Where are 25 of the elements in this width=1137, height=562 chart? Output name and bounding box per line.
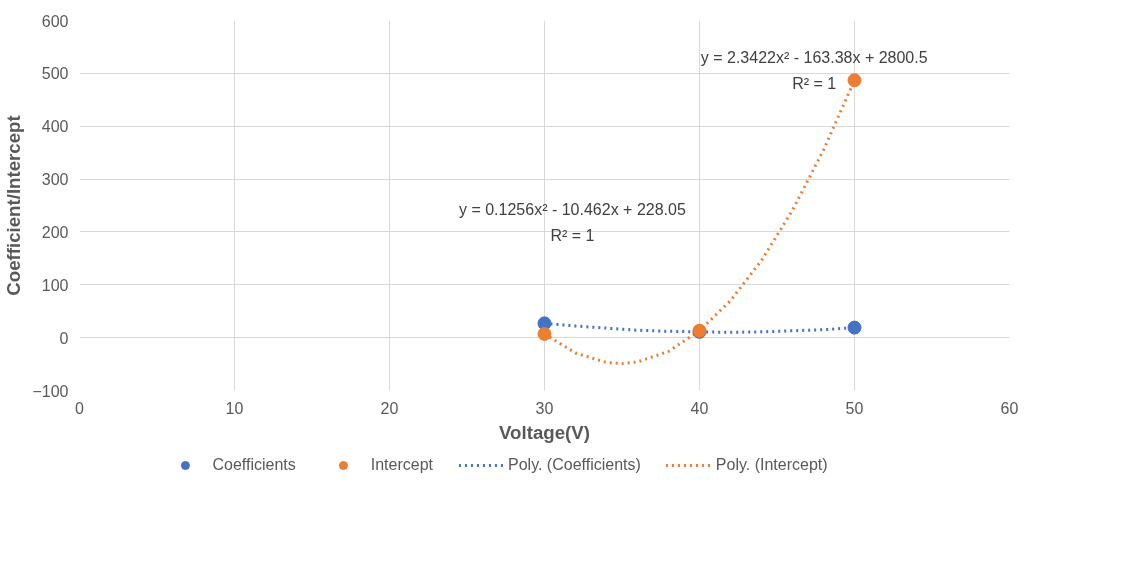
y-tick-label: 200 bbox=[41, 223, 69, 241]
legend-label: Poly. (Intercept) bbox=[715, 456, 828, 474]
annotation: R² = 1 bbox=[792, 74, 837, 92]
legend-label: Poly. (Coefficients) bbox=[508, 456, 641, 474]
x-tick-label: 30 bbox=[535, 399, 554, 417]
x-tick-label: 10 bbox=[225, 399, 244, 417]
annotation: R² = 1 bbox=[550, 226, 595, 244]
x-tick-label: 60 bbox=[1000, 399, 1019, 417]
legend-label: Coefficients bbox=[212, 456, 296, 474]
x-tick-label: 0 bbox=[75, 399, 85, 417]
legend-label: Intercept bbox=[370, 456, 434, 474]
x-tick-label: 20 bbox=[380, 399, 399, 417]
x-tick-label: 50 bbox=[845, 399, 864, 417]
y-tick-label: 400 bbox=[41, 118, 69, 136]
y-tick-label: 0 bbox=[59, 329, 69, 347]
y-tick-label: 600 bbox=[41, 12, 69, 30]
x-tick-label: 40 bbox=[690, 399, 709, 417]
annotation: y = 2.3422x² - 163.38x + 2800.5 bbox=[700, 49, 928, 66]
y-tick-label: −100 bbox=[32, 382, 69, 400]
y-tick-label: 500 bbox=[41, 65, 69, 83]
y-tick-label: 300 bbox=[41, 171, 69, 189]
x-axis-title: Voltage(V) bbox=[499, 421, 590, 443]
y-tick-label: 100 bbox=[41, 276, 69, 294]
annotation: y = 0.1256x² - 10.462x + 228.05 bbox=[458, 200, 686, 218]
y-axis-title: Coefficient/Intercept bbox=[3, 115, 25, 296]
